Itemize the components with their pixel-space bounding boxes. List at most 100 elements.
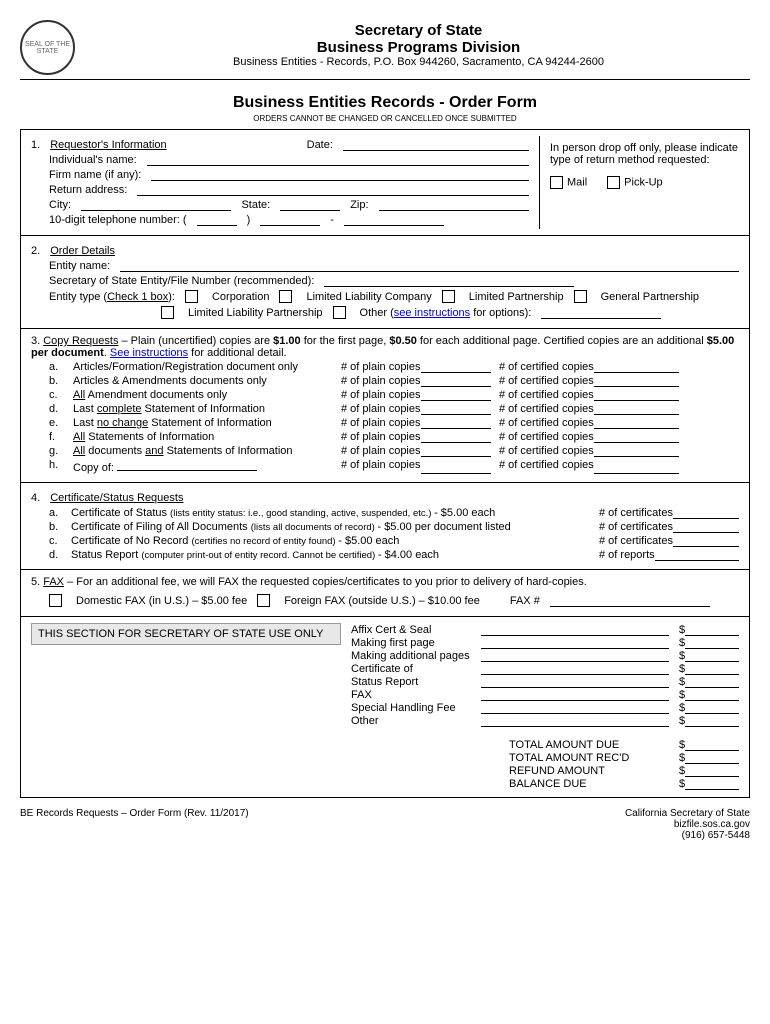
total-amount-input[interactable] — [685, 752, 739, 764]
date-input[interactable] — [343, 139, 529, 151]
cert-count-input[interactable] — [673, 521, 739, 533]
foreign-fax-checkbox[interactable] — [257, 594, 270, 607]
fee-label: Affix Cert & Seal — [351, 624, 481, 636]
cert-copies-input[interactable] — [594, 431, 679, 443]
cert-copies-input[interactable] — [594, 389, 679, 401]
fee-line-input[interactable] — [481, 702, 669, 714]
plain-copies-input[interactable] — [421, 445, 492, 457]
cert-count-field: # of reports — [599, 549, 739, 561]
phone-area-input[interactable] — [197, 214, 237, 226]
other-label: Other (see instructions for options): — [360, 307, 532, 319]
plain-copies-input[interactable] — [421, 361, 492, 373]
plain-copies-field: # of plain copies — [341, 445, 491, 457]
fee-amount-input[interactable] — [685, 650, 739, 662]
cert-copies-field: # of certified copies — [499, 445, 679, 457]
cert-count-input[interactable] — [673, 507, 739, 519]
fee-amount: $ — [669, 702, 739, 714]
fee-row: Status Report$ — [351, 676, 739, 688]
domestic-fax-label: Domestic FAX (in U.S.) – $5.00 fee — [76, 595, 247, 607]
fee-amount-input[interactable] — [685, 624, 739, 636]
cert-copies-input[interactable] — [594, 375, 679, 387]
mail-checkbox[interactable] — [550, 176, 563, 189]
cert-copies-input[interactable] — [594, 361, 679, 373]
file-number-input[interactable] — [324, 275, 574, 287]
fee-amount-input[interactable] — [685, 676, 739, 688]
phone-num-input[interactable] — [344, 214, 444, 226]
corp-checkbox[interactable] — [185, 290, 198, 303]
cert-row: a.Certificate of Status (lists entity st… — [31, 507, 739, 519]
plain-copies-input[interactable] — [421, 403, 492, 415]
plain-copies-field: # of plain copies — [341, 361, 491, 373]
total-amount-input[interactable] — [685, 739, 739, 751]
return-input[interactable] — [137, 184, 529, 196]
cert-copies-input[interactable] — [594, 403, 679, 415]
cert-count-input[interactable] — [673, 535, 739, 547]
firm-label: Firm name (if any): — [49, 169, 141, 181]
fee-amount-input[interactable] — [685, 663, 739, 675]
state-seal-icon: SEAL OF THE STATE — [20, 20, 75, 75]
sos-heading: THIS SECTION FOR SECRETARY OF STATE USE … — [31, 623, 341, 645]
plain-copies-input[interactable] — [421, 389, 492, 401]
cert-row-letter: b. — [49, 521, 65, 533]
fee-line-input[interactable] — [481, 624, 669, 636]
lp-checkbox[interactable] — [442, 290, 455, 303]
fee-line-input[interactable] — [481, 663, 669, 675]
header-title-1: Secretary of State — [87, 22, 750, 39]
city-input[interactable] — [81, 199, 231, 211]
fee-label: Other — [351, 715, 481, 727]
pickup-checkbox[interactable] — [607, 176, 620, 189]
total-row: REFUND AMOUNT$ — [351, 765, 739, 777]
plain-copies-input[interactable] — [421, 459, 492, 474]
llc-checkbox[interactable] — [279, 290, 292, 303]
plain-copies-field: # of plain copies — [341, 431, 491, 443]
copy-of-input[interactable] — [117, 459, 257, 471]
total-amount-input[interactable] — [685, 765, 739, 777]
see-instructions-link[interactable]: See instructions — [110, 347, 188, 359]
fee-line-input[interactable] — [481, 689, 669, 701]
section-1-heading: Requestor's Information — [50, 139, 166, 151]
fee-line-input[interactable] — [481, 676, 669, 688]
phone-prefix-input[interactable] — [260, 214, 320, 226]
llp-checkbox[interactable] — [161, 306, 174, 319]
fee-line-input[interactable] — [481, 637, 669, 649]
entity-name-input[interactable] — [120, 260, 739, 272]
section-4-certificates: 4. Certificate/Status Requests a.Certifi… — [21, 483, 749, 570]
section-2-heading: Order Details — [50, 245, 115, 257]
cert-count-input[interactable] — [655, 549, 739, 561]
cert-copies-input[interactable] — [594, 417, 679, 429]
pickup-option: Pick-Up — [607, 176, 663, 189]
copy-row-letter: g. — [49, 445, 65, 457]
cert-copies-input[interactable] — [594, 445, 679, 457]
total-label: TOTAL AMOUNT REC'D — [509, 752, 669, 764]
other-checkbox[interactable] — [333, 306, 346, 319]
fee-label: Making first page — [351, 637, 481, 649]
copy-row: b.Articles & Amendments documents only# … — [31, 375, 739, 387]
fee-amount-input[interactable] — [685, 689, 739, 701]
plain-copies-input[interactable] — [421, 417, 492, 429]
fee-amount-input[interactable] — [685, 702, 739, 714]
fee-amount-input[interactable] — [685, 715, 739, 727]
plain-copies-field: # of plain copies — [341, 417, 491, 429]
plain-copies-input[interactable] — [421, 375, 492, 387]
fee-row: FAX$ — [351, 689, 739, 701]
copy-row-label: All Statements of Information — [73, 431, 333, 443]
footer-left: BE Records Requests – Order Form (Rev. 1… — [20, 808, 249, 841]
fee-line-input[interactable] — [481, 650, 669, 662]
section-1-left: 1. Requestor's Information Date: Individ… — [31, 136, 539, 229]
state-input[interactable] — [280, 199, 340, 211]
fee-amount: $ — [669, 637, 739, 649]
firm-input[interactable] — [151, 169, 529, 181]
name-input[interactable] — [147, 154, 529, 166]
other-input[interactable] — [541, 307, 661, 319]
zip-input[interactable] — [379, 199, 529, 211]
plain-copies-input[interactable] — [421, 431, 492, 443]
copy-row: e.Last no change Statement of Informatio… — [31, 417, 739, 429]
mail-option: Mail — [550, 176, 587, 189]
total-amount-input[interactable] — [685, 778, 739, 790]
fee-line-input[interactable] — [481, 715, 669, 727]
cert-copies-input[interactable] — [594, 459, 679, 474]
domestic-fax-checkbox[interactable] — [49, 594, 62, 607]
fax-number-input[interactable] — [550, 595, 710, 607]
fee-amount-input[interactable] — [685, 637, 739, 649]
gp-checkbox[interactable] — [574, 290, 587, 303]
